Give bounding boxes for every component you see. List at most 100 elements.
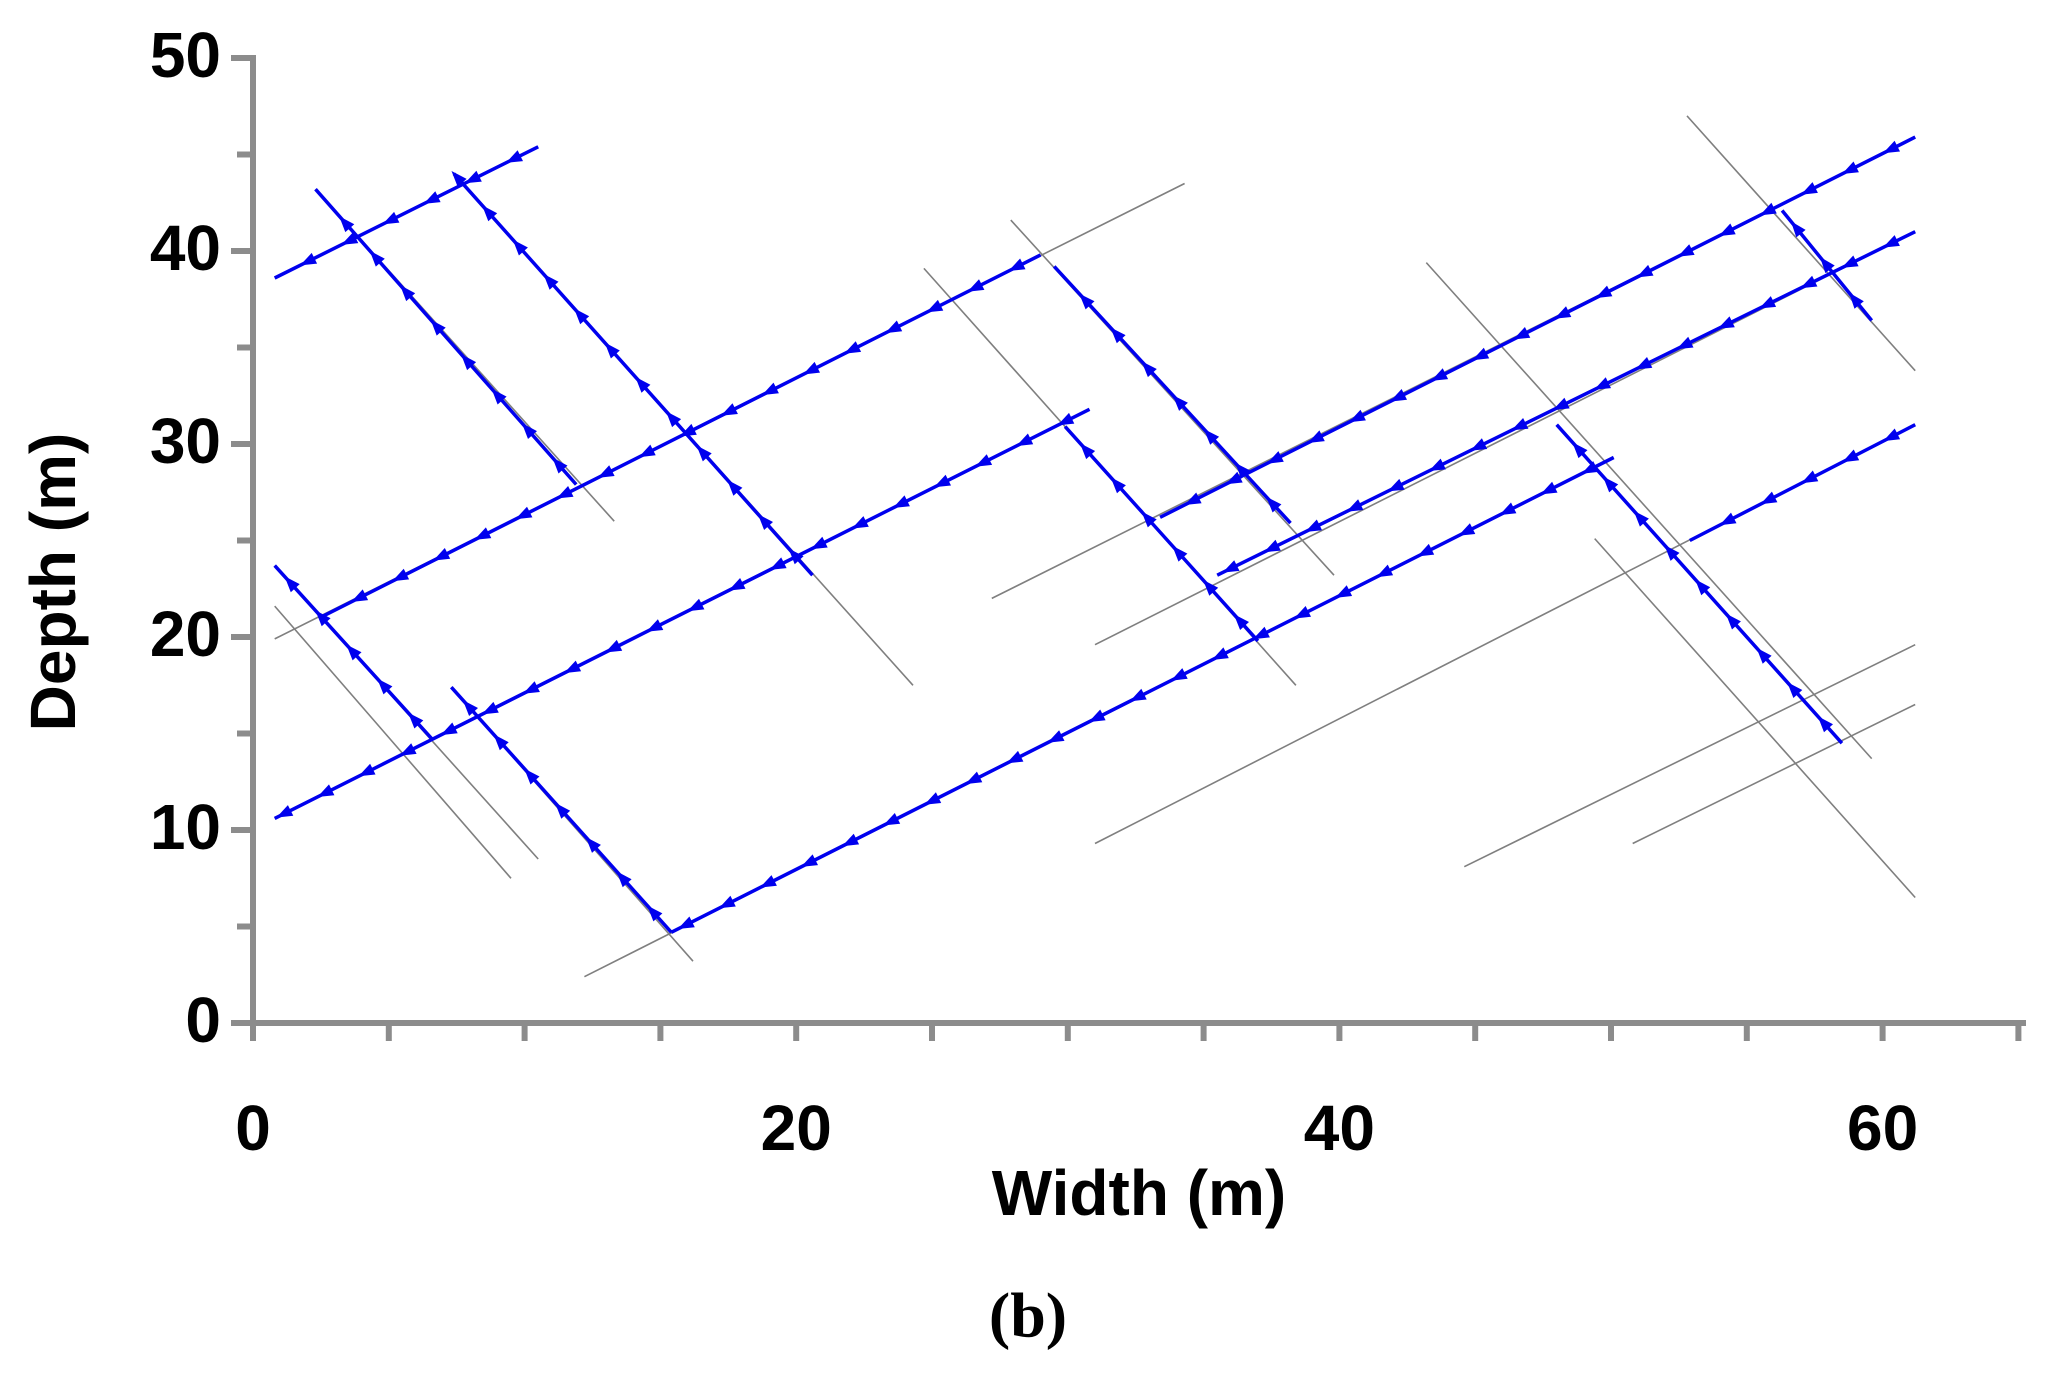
flow-arrow [1664, 545, 1680, 561]
flow-arrow [1470, 438, 1488, 451]
flow-arrow [759, 875, 777, 888]
x-tick-label: 60 [1847, 1092, 1918, 1164]
flow-arrow [801, 854, 818, 867]
flow-arrow [924, 792, 942, 805]
y-tick-label: 40 [150, 212, 221, 284]
flow-arrow [1376, 564, 1394, 578]
flow-arrow [1472, 347, 1490, 361]
flow-arrow [842, 833, 860, 847]
flow-arrow [556, 486, 574, 499]
flow-arrow [1511, 418, 1529, 431]
y-tick-label: 50 [150, 19, 221, 91]
flow-arrow [543, 273, 559, 290]
flow-arrow [1718, 223, 1736, 237]
flow-arrow [646, 619, 664, 632]
flow-arrow [1203, 579, 1219, 596]
y-tick-label: 0 [185, 984, 221, 1056]
flow-arrow [616, 871, 632, 888]
flow-arrow [474, 527, 492, 540]
flow-arrow [1882, 235, 1900, 248]
flow-arrow [1390, 389, 1407, 402]
flow-arrow [399, 743, 417, 756]
flow-arrow [521, 423, 537, 439]
flow-arrow [1695, 579, 1711, 596]
flow-arrow [408, 712, 424, 729]
flow-arrow [493, 734, 509, 751]
flow-arrow [975, 454, 993, 467]
flow-arrow [883, 813, 901, 826]
flow-arrow [1717, 316, 1735, 329]
flow-arrow [1719, 512, 1737, 526]
flow-arrow [552, 457, 568, 474]
flow-arrow [788, 548, 804, 565]
caption: (b) [989, 1280, 1067, 1351]
flow-arrow [1088, 709, 1106, 723]
flow-arrow [1677, 244, 1695, 257]
flow-arrow [1211, 647, 1229, 660]
flow-arrow [803, 361, 820, 375]
flow-arrow [1883, 428, 1901, 442]
flow-arrow [555, 802, 571, 819]
flow-arrow [351, 589, 369, 602]
flow-arrow [564, 660, 582, 674]
flow-arrow [1263, 539, 1281, 553]
flow-arrow [1141, 511, 1157, 528]
flow-arrow [1006, 750, 1024, 764]
flow-arrow [1235, 462, 1251, 479]
flow-arrow [461, 354, 477, 371]
flow-arrow [1636, 264, 1654, 278]
flow-arrow [679, 423, 697, 437]
flow-arrow [1883, 140, 1900, 154]
flow-arrow [1817, 716, 1833, 733]
flow-arrow [666, 411, 682, 428]
flow-arrow [1233, 614, 1249, 630]
flow-arrow [769, 557, 787, 570]
flow-arrow [1756, 647, 1772, 664]
flow-arrow [1842, 161, 1859, 174]
flow-arrow [284, 576, 300, 593]
flow-arrow [718, 895, 736, 909]
flow-arrow [339, 216, 355, 233]
flow-arrow [1294, 606, 1311, 619]
flow-arrow [1252, 626, 1270, 640]
flow-arrow [358, 763, 376, 777]
flow-arrow [965, 771, 983, 785]
flow-arrow [1603, 476, 1619, 493]
flow-arrow [687, 598, 705, 612]
flow-arrow [523, 681, 540, 694]
flow-arrow [1595, 285, 1613, 299]
flow-arrow [423, 191, 441, 204]
flow-arrow [1759, 296, 1777, 309]
flow-arrow [1633, 510, 1649, 527]
flow-arrow [400, 285, 416, 302]
flow-arrow [1266, 496, 1282, 513]
x-tick-label: 0 [235, 1092, 271, 1164]
flow-arrow [451, 171, 467, 187]
flow-arrow [1080, 443, 1096, 460]
flow-arrow [1348, 409, 1366, 423]
flow-arrow [382, 211, 400, 225]
flow-arrow [481, 701, 499, 715]
flow-arrow [1172, 395, 1188, 411]
flow-arrow [1594, 377, 1611, 390]
flow-arrow [392, 568, 410, 582]
flow-arrow [1725, 613, 1741, 630]
flow-arrow [727, 479, 743, 496]
flow-arrow [1635, 357, 1653, 370]
flow-arrow [1581, 461, 1599, 474]
x-tick-label: 40 [1304, 1092, 1375, 1164]
flow-arrow [647, 905, 663, 922]
flow-arrow [851, 516, 869, 529]
flow-arrow [515, 506, 533, 520]
flow-arrow [462, 700, 478, 716]
flow-arrow [1540, 481, 1558, 495]
flow-arrow [1513, 327, 1531, 340]
flow-arrow [1841, 255, 1859, 268]
flow-arrow [1222, 560, 1240, 573]
flow-arrow [934, 474, 951, 488]
flow-arrow [1184, 492, 1202, 505]
x-axis-title: Width (m) [992, 1157, 1286, 1229]
flow-arrow [1431, 368, 1449, 381]
flow-arrow [677, 916, 695, 929]
